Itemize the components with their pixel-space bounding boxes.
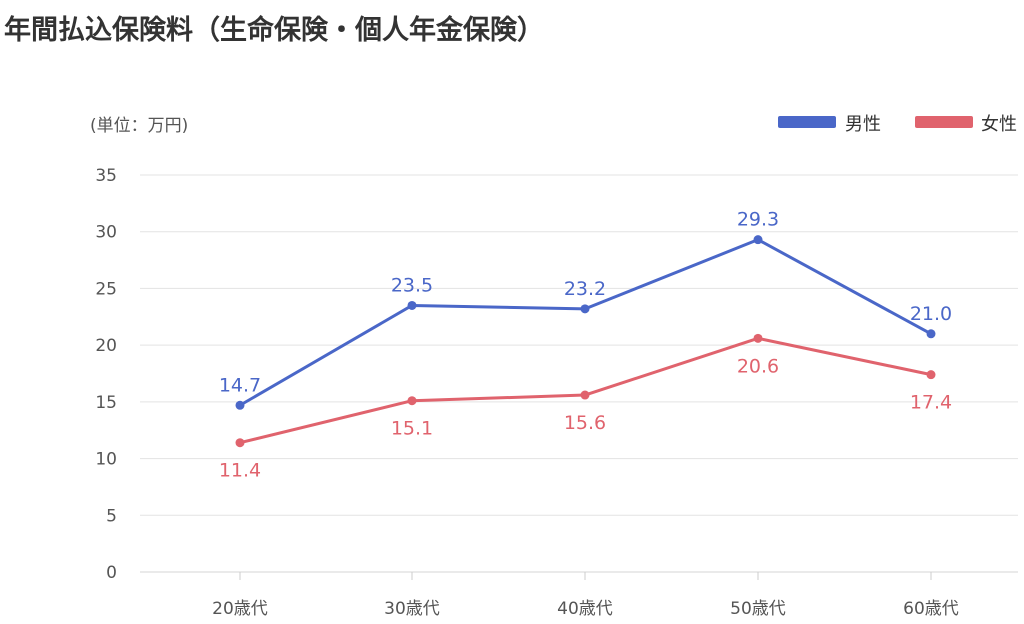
data-label: 15.6 — [564, 412, 606, 434]
x-tick-label: 40歳代 — [557, 599, 613, 619]
series-line — [238, 238, 933, 407]
x-axis-ticks: 20歳代 30歳代 40歳代 50歳代 60歳代 — [212, 572, 959, 619]
data-point — [580, 304, 590, 314]
data-label: 17.4 — [910, 392, 952, 414]
data-label: 29.3 — [737, 209, 779, 231]
series-group: 14.7 23.5 23.2 29.3 21.0 11.4 15.1 15.6 20.6 17.4 — [219, 209, 952, 482]
y-tick-label: 0 — [106, 563, 117, 583]
y-tick-label: 15 — [95, 393, 117, 413]
x-tick-label: 50歳代 — [730, 599, 786, 619]
y-tick-label: 10 — [95, 450, 117, 470]
x-tick-label: 60歳代 — [903, 599, 959, 619]
data-point — [580, 390, 590, 400]
legend: 男性 女性 — [778, 114, 1017, 135]
data-label: 20.6 — [737, 355, 779, 377]
chart-title: 年間払込保険料（生命保険・個人年金保険） — [4, 15, 544, 46]
data-label: 14.7 — [219, 374, 261, 396]
data-point — [407, 300, 417, 310]
y-tick-label: 5 — [106, 506, 117, 526]
data-label: 21.0 — [910, 303, 952, 325]
gridlines — [140, 174, 1018, 573]
data-point — [235, 438, 245, 448]
data-point — [407, 396, 417, 406]
data-label: 15.1 — [391, 418, 433, 440]
data-point — [926, 370, 936, 380]
y-tick-label: 30 — [95, 223, 117, 243]
x-tick-label: 20歳代 — [212, 599, 268, 619]
data-label: 11.4 — [219, 460, 261, 482]
y-tick-label: 25 — [95, 279, 117, 299]
data-point — [753, 235, 763, 245]
data-label: 23.2 — [564, 278, 606, 300]
legend-swatch — [915, 116, 973, 128]
y-tick-label: 20 — [95, 336, 117, 356]
data-point — [926, 329, 936, 339]
legend-label: 男性 — [845, 114, 881, 135]
data-point — [753, 333, 763, 343]
y-axis-ticks: 0 5 10 15 20 25 30 35 — [95, 166, 117, 583]
data-label: 23.5 — [391, 274, 433, 296]
legend-label: 女性 — [981, 114, 1017, 135]
y-axis-unit-label: (単位：万円) — [90, 116, 188, 136]
legend-swatch — [778, 116, 836, 128]
x-tick-label: 30歳代 — [384, 599, 440, 619]
data-point — [235, 400, 245, 410]
y-tick-label: 35 — [95, 166, 117, 186]
